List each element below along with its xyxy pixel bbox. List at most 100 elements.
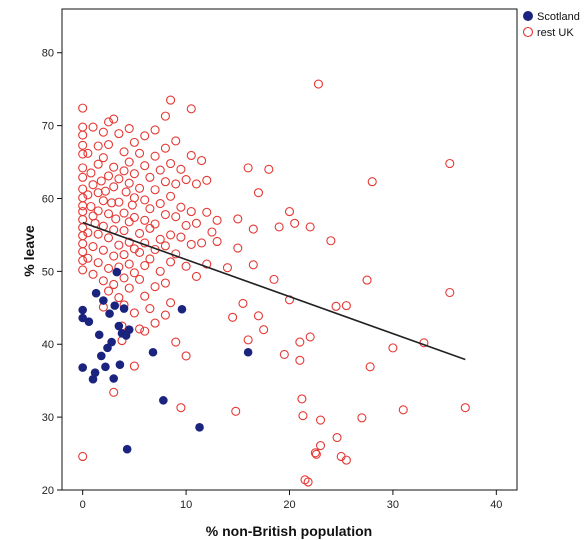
point-scotland [119, 304, 129, 313]
point-rest-uk [269, 274, 279, 284]
point-rest-uk [243, 335, 253, 345]
point-scotland [101, 362, 110, 372]
point-rest-uk [103, 233, 114, 243]
point-rest-uk [197, 238, 207, 248]
point-rest-uk [109, 279, 119, 290]
point-rest-uk [253, 188, 264, 198]
point-rest-uk [160, 241, 170, 251]
point-rest-uk [103, 171, 114, 181]
point-scotland [88, 374, 98, 384]
point-rest-uk [202, 259, 212, 269]
point-rest-uk [248, 224, 258, 234]
points-layer [78, 79, 470, 487]
y-axis: 20 30 40 50 60 70 80 [42, 48, 62, 497]
point-rest-uk [357, 413, 367, 423]
point-rest-uk [171, 179, 181, 189]
point-rest-uk [88, 122, 98, 132]
point-rest-uk [111, 214, 121, 224]
point-rest-uk [176, 164, 186, 174]
point-rest-uk [129, 169, 139, 179]
point-rest-uk [231, 406, 241, 416]
point-rest-uk [86, 201, 96, 212]
point-rest-uk [388, 343, 398, 353]
point-rest-uk [78, 130, 88, 140]
point-rest-uk [135, 183, 145, 193]
point-rest-uk [202, 175, 212, 185]
point-rest-uk [202, 207, 212, 217]
point-rest-uk [171, 337, 181, 347]
point-rest-uk [298, 411, 308, 421]
point-rest-uk [129, 268, 139, 278]
point-scotland [159, 396, 168, 405]
point-scotland [105, 309, 114, 318]
point-rest-uk [129, 361, 139, 371]
point-rest-uk [362, 275, 372, 285]
point-rest-uk [166, 298, 176, 308]
point-rest-uk [181, 261, 191, 271]
point-scotland [94, 330, 104, 340]
point-rest-uk [191, 271, 201, 282]
point-scotland [124, 325, 134, 334]
point-rest-uk [191, 179, 201, 189]
point-rest-uk [98, 196, 108, 206]
point-rest-uk [140, 326, 150, 336]
point-rest-uk [212, 236, 222, 247]
point-rest-uk [222, 263, 233, 273]
point-rest-uk [233, 243, 243, 253]
y-tick-label: 80 [42, 48, 54, 60]
point-scotland [78, 313, 87, 323]
point-rest-uk [107, 198, 117, 208]
x-tick-label: 0 [80, 499, 86, 511]
point-rest-uk [238, 298, 248, 308]
point-scotland [122, 444, 132, 454]
point-scotland [114, 321, 124, 331]
point-rest-uk [114, 174, 124, 184]
point-rest-uk [212, 215, 222, 225]
point-rest-uk [155, 234, 165, 244]
point-rest-uk [83, 148, 93, 158]
point-rest-uk [150, 282, 160, 292]
point-rest-uk [160, 278, 170, 288]
point-rest-uk [86, 168, 96, 178]
point-rest-uk [365, 362, 375, 372]
point-rest-uk [103, 263, 114, 273]
point-rest-uk [93, 159, 103, 169]
point-rest-uk [140, 195, 150, 205]
point-rest-uk [119, 250, 129, 260]
point-rest-uk [295, 337, 305, 347]
point-rest-uk [305, 332, 315, 342]
point-rest-uk [341, 455, 351, 465]
point-rest-uk [78, 140, 88, 150]
point-rest-uk [171, 212, 181, 222]
point-rest-uk [166, 158, 176, 169]
y-tick-label: 60 [42, 193, 54, 205]
point-rest-uk [145, 172, 155, 182]
point-rest-uk [176, 232, 186, 242]
point-rest-uk [124, 259, 134, 269]
point-rest-uk [129, 193, 139, 203]
point-rest-uk [248, 260, 258, 270]
point-rest-uk [93, 229, 103, 239]
point-rest-uk [140, 260, 150, 271]
point-rest-uk [166, 257, 176, 267]
point-rest-uk [445, 158, 455, 169]
point-scotland [78, 363, 87, 372]
point-scotland [110, 301, 120, 310]
point-rest-uk [332, 432, 342, 443]
x-axis: 0 10 20 30 40 [80, 490, 502, 511]
point-scotland [84, 317, 94, 326]
point-rest-uk [145, 254, 155, 264]
point-rest-uk [315, 440, 326, 451]
point-rest-uk [191, 218, 201, 228]
point-scotland [90, 368, 100, 377]
point-rest-uk [93, 206, 103, 216]
point-scotland [91, 288, 101, 298]
point-rest-uk [176, 202, 186, 212]
point-rest-uk [103, 209, 114, 219]
point-rest-uk [140, 131, 150, 141]
point-rest-uk [114, 240, 124, 250]
fit-line [82, 221, 466, 361]
point-rest-uk [98, 245, 108, 255]
point-rest-uk [121, 187, 131, 197]
point-rest-uk [398, 405, 408, 415]
